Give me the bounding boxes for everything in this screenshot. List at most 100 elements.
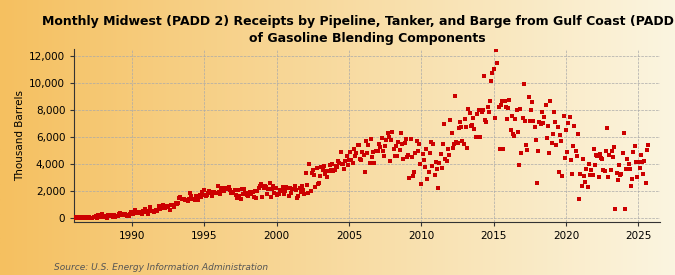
Point: [132, 210, 142, 215]
Point: [351, 151, 362, 155]
Point: [497, 99, 508, 104]
Point: [386, 138, 397, 142]
Point: [566, 158, 576, 163]
Point: [385, 159, 396, 163]
Point: [454, 125, 464, 130]
Point: [216, 186, 227, 190]
Point: [221, 186, 232, 191]
Point: [356, 158, 367, 162]
Point: [592, 154, 603, 158]
Point: [178, 197, 188, 202]
Point: [428, 142, 439, 146]
Point: [376, 136, 387, 141]
Point: [463, 106, 474, 111]
Point: [319, 164, 329, 168]
Point: [175, 195, 186, 200]
Point: [433, 186, 443, 190]
Point: [383, 135, 394, 139]
Point: [253, 186, 264, 190]
Point: [115, 211, 126, 216]
Point: [615, 173, 626, 178]
Point: [230, 188, 240, 192]
Point: [111, 213, 122, 218]
Point: [76, 215, 87, 220]
Point: [487, 71, 498, 75]
Point: [446, 131, 457, 135]
Point: [560, 155, 570, 160]
Point: [311, 166, 322, 170]
Point: [223, 185, 234, 189]
Point: [492, 60, 503, 65]
Point: [522, 148, 533, 152]
Point: [315, 173, 325, 178]
Point: [520, 119, 531, 123]
Point: [69, 214, 80, 219]
Point: [225, 191, 236, 195]
Point: [595, 156, 606, 160]
Point: [92, 216, 103, 220]
Point: [368, 149, 379, 154]
Point: [533, 149, 543, 153]
Point: [161, 205, 171, 209]
Point: [117, 212, 128, 216]
Point: [634, 165, 645, 170]
Point: [586, 167, 597, 172]
Point: [591, 153, 601, 157]
Point: [84, 215, 95, 220]
Point: [163, 205, 173, 209]
Point: [230, 193, 241, 197]
Point: [562, 150, 572, 154]
Point: [621, 166, 632, 171]
Point: [274, 192, 285, 196]
Point: [466, 123, 477, 128]
Point: [392, 154, 403, 158]
Point: [411, 139, 422, 143]
Point: [124, 211, 135, 216]
Point: [379, 154, 389, 158]
Point: [264, 181, 275, 185]
Point: [335, 150, 346, 154]
Point: [291, 188, 302, 192]
Point: [224, 187, 235, 192]
Point: [70, 215, 81, 220]
Point: [601, 126, 612, 131]
Point: [182, 199, 193, 204]
Point: [287, 187, 298, 191]
Point: [240, 191, 251, 195]
Point: [210, 191, 221, 195]
Point: [538, 121, 549, 125]
Point: [319, 172, 330, 176]
Text: Source: U.S. Energy Information Administration: Source: U.S. Energy Information Administ…: [54, 263, 268, 272]
Point: [639, 158, 650, 163]
Point: [608, 154, 618, 159]
Point: [566, 172, 577, 177]
Point: [300, 170, 311, 175]
Point: [532, 181, 543, 185]
Point: [578, 157, 589, 161]
Point: [511, 108, 522, 112]
Point: [624, 167, 635, 172]
Point: [201, 192, 212, 197]
Point: [82, 215, 93, 220]
Point: [486, 79, 497, 84]
Point: [119, 212, 130, 216]
Point: [580, 180, 591, 184]
Point: [391, 144, 402, 148]
Point: [597, 156, 608, 161]
Point: [443, 147, 454, 151]
Point: [219, 185, 230, 190]
Point: [87, 216, 98, 220]
Point: [640, 181, 651, 185]
Point: [603, 175, 614, 179]
Point: [387, 130, 398, 135]
Point: [205, 189, 216, 194]
Point: [242, 194, 253, 198]
Point: [585, 172, 595, 177]
Point: [404, 176, 414, 180]
Point: [331, 163, 342, 168]
Point: [184, 191, 195, 195]
Point: [629, 144, 640, 148]
Point: [604, 153, 615, 157]
Point: [244, 191, 254, 195]
Point: [527, 100, 538, 104]
